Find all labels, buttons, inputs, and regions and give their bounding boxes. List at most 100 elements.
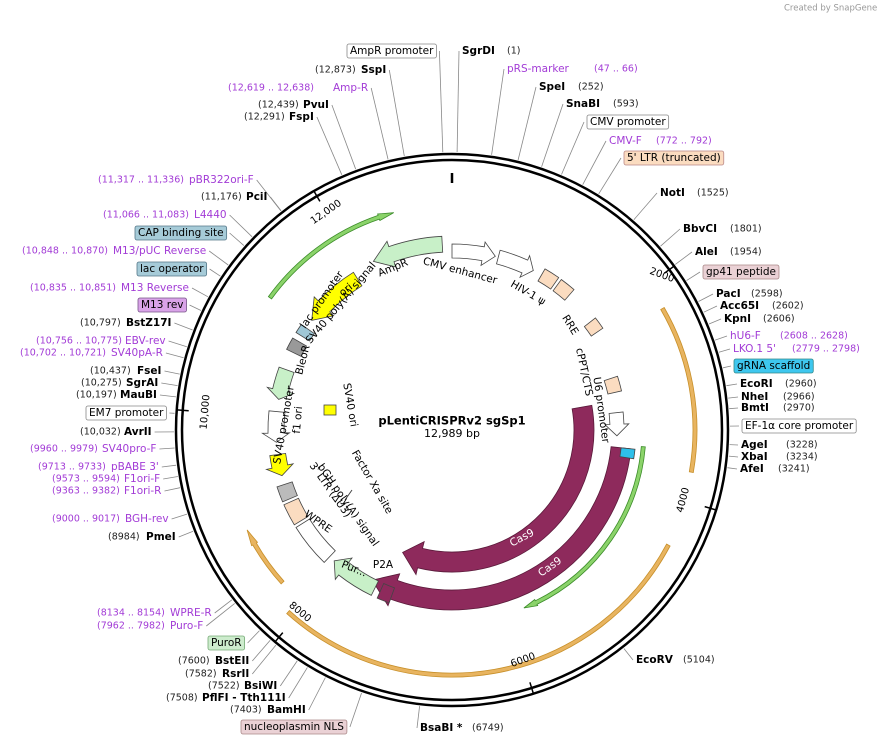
- ring-tick: [176, 409, 189, 412]
- feature-arc: [451, 240, 496, 267]
- feature-arc: [371, 446, 632, 611]
- enzyme-name: BamHI: [267, 704, 306, 716]
- leader-line: [728, 396, 739, 399]
- enzyme-position: (1525): [697, 188, 729, 199]
- primer-range: (9363 .. 9382): [52, 486, 120, 497]
- primer-range: (11,317 .. 11,336): [98, 175, 184, 186]
- primer-range: (10,848 .. 10,870): [22, 246, 108, 257]
- feature-arc: [603, 375, 622, 395]
- enzyme-position: (7403): [230, 705, 262, 716]
- leader-line: [161, 464, 177, 468]
- feature-arc: [266, 366, 296, 400]
- enzyme-name: NotI: [660, 187, 685, 199]
- primer-range: (11,066 .. 11,083): [103, 210, 189, 221]
- enzyme-name: EcoRI: [740, 378, 773, 390]
- leader-line: [439, 50, 444, 153]
- leader-line: [191, 287, 209, 298]
- feature-arc: [372, 235, 444, 268]
- enzyme-position: (12,291): [244, 112, 285, 123]
- enzyme-name: XbaI: [741, 451, 768, 463]
- leader-line: [161, 382, 178, 386]
- leader-line: [251, 640, 271, 662]
- leader-line: [728, 455, 739, 458]
- enzyme-position: (10,032): [80, 427, 121, 438]
- feature-arc: [261, 410, 291, 443]
- primer-name: F1ori-F: [124, 473, 160, 485]
- feature-arc: [604, 411, 630, 437]
- leader-line: [598, 157, 622, 195]
- feature-arc: [660, 306, 698, 473]
- leader-line: [164, 370, 180, 375]
- enzyme-name: RsrII: [222, 668, 249, 680]
- feature-arc: [295, 518, 336, 563]
- enzyme-position: (2970): [783, 403, 815, 414]
- enzyme-name: SgrDI: [462, 45, 495, 57]
- enzyme-name: NheI: [741, 391, 768, 403]
- primer-range: (47 .. 66): [594, 64, 638, 75]
- ring-tick: [274, 632, 284, 643]
- ring-tick-label: 10,000: [198, 394, 212, 430]
- primer-name: M13 Reverse: [121, 282, 189, 294]
- leader-line: [279, 660, 298, 687]
- leader-line: [316, 116, 343, 175]
- feature-box-label: gRNA scaffold: [737, 360, 810, 372]
- enzyme-name: PciI: [246, 191, 267, 203]
- primer-range: (9960 .. 9979): [30, 444, 98, 455]
- feature-arc: [496, 249, 534, 279]
- enzyme-position: (7508): [166, 693, 198, 704]
- leader-line: [541, 103, 564, 167]
- leader-line: [722, 365, 732, 369]
- leader-line: [703, 305, 718, 313]
- backbone-inner: [180, 158, 724, 702]
- feature-label: RRE: [559, 313, 580, 337]
- feature-box: [702, 264, 780, 280]
- credit: Created by SnapGene: [784, 4, 877, 14]
- sv40-ori-box: [323, 404, 337, 416]
- feature-label: P2A: [373, 559, 394, 571]
- map-name: pLentiCRISPRv2 sgSp1: [378, 414, 525, 428]
- primer-range: (9573 .. 9594): [52, 474, 120, 485]
- leader-line: [726, 383, 738, 387]
- map-size: 12,989 bp: [424, 427, 480, 440]
- enzyme-position: (5104): [683, 655, 715, 666]
- enzyme-position: (10,197): [76, 390, 117, 401]
- leader-line: [491, 68, 505, 155]
- leader-line: [714, 335, 728, 341]
- primer-name: hU6-F: [730, 330, 761, 342]
- leader-line: [208, 250, 229, 266]
- primer-range: (772 .. 792): [656, 136, 712, 147]
- enzyme-name: PvuI: [303, 99, 329, 111]
- primer-name: LKO.1 5': [733, 343, 776, 355]
- feature-arc: [402, 404, 595, 576]
- feature-arc: [583, 317, 604, 337]
- enzyme-position: (2960): [785, 379, 817, 390]
- leader-line: [256, 179, 282, 212]
- feature-box: [623, 150, 725, 166]
- leader-line: [331, 104, 357, 170]
- enzyme-position: (3234): [786, 452, 818, 463]
- feature-box: [207, 635, 246, 651]
- leader-line: [247, 630, 260, 644]
- leader-line: [159, 447, 175, 450]
- enzyme-name: FseI: [137, 365, 161, 377]
- feature-box: [741, 418, 857, 434]
- enzyme-name: SnaBI: [566, 98, 600, 110]
- leader-line: [623, 648, 634, 661]
- leader-line: [675, 251, 693, 265]
- enzyme-position: (10,275): [81, 378, 122, 389]
- leader-line: [214, 599, 233, 614]
- primer-name: EBV-rev: [125, 335, 166, 347]
- feature-arc: [286, 543, 671, 678]
- feature-box-label: 5' LTR (truncated): [627, 152, 721, 164]
- leader-line: [189, 304, 202, 311]
- enzyme-position: (12,873): [315, 65, 356, 76]
- primer-range: (7962 .. 7982): [97, 621, 165, 632]
- leader-line: [686, 271, 701, 281]
- enzyme-position: (2598): [751, 289, 783, 300]
- feature-arc: [265, 452, 295, 477]
- enzyme-position: (1801): [730, 224, 762, 235]
- feature-box: [136, 261, 208, 277]
- primer-range: (8134 .. 8154): [97, 608, 165, 619]
- leader-line: [561, 121, 585, 175]
